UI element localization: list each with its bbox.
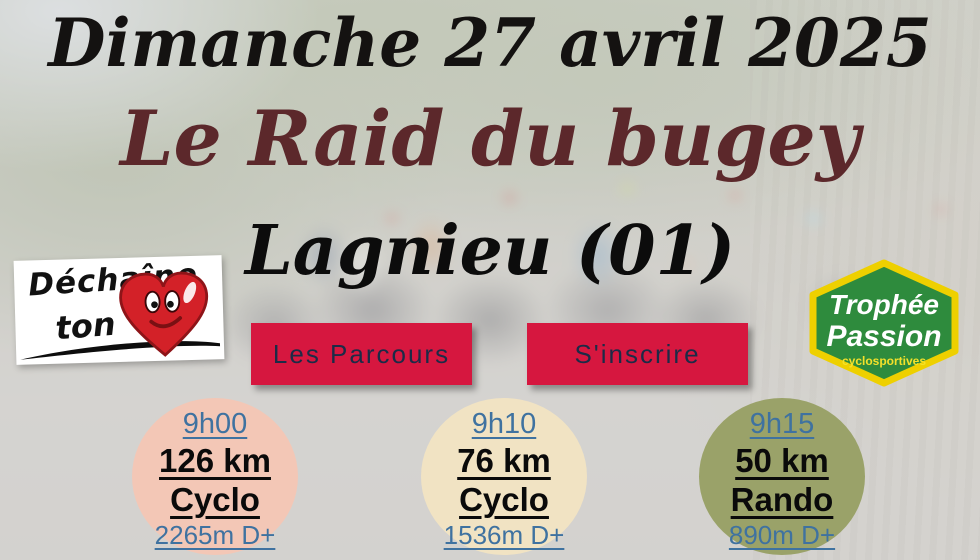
course-start-time-link[interactable]: 9h00 — [182, 408, 248, 440]
heart-icon — [119, 271, 209, 357]
trophee-text: Trophée — [829, 289, 939, 320]
cyclosportives-text: cyclosportives — [842, 354, 926, 368]
course-type: Cyclo — [459, 481, 549, 518]
course-start-time-link[interactable]: 9h15 — [749, 408, 815, 440]
course-type: Cyclo — [170, 481, 260, 518]
course-elevation-link[interactable]: 2265m D+ — [154, 520, 276, 550]
event-location-heading: Lagnieu (01) — [244, 211, 736, 291]
course-distance: 50 km — [735, 442, 829, 479]
course-start-time-link[interactable]: 9h10 — [471, 408, 537, 440]
course-elevation-link[interactable]: 1536m D+ — [443, 520, 565, 550]
event-date-heading: Dimanche 27 avril 2025 — [48, 4, 932, 82]
passion-text: Passion — [826, 320, 941, 353]
course-type: Rando — [730, 481, 834, 518]
course-card-50km: 9h15 50 km Rando 890m D+ — [699, 398, 865, 555]
course-card-126km: 9h00 126 km Cyclo 2265m D+ — [132, 398, 298, 555]
sponsor-logo-dechaine-ton-coeur[interactable]: Déchaîne ton — [13, 255, 225, 365]
course-distance: 76 km — [457, 442, 551, 479]
course-distance: 126 km — [159, 442, 271, 479]
trophee-passion-hexagon-badge: Trophée Passion cyclosportives — [809, 259, 959, 387]
course-elevation-link[interactable]: 890m D+ — [728, 520, 836, 550]
les-parcours-button[interactable]: Les Parcours — [251, 323, 472, 385]
course-card-76km: 9h10 76 km Cyclo 1536m D+ — [421, 398, 587, 555]
event-title-heading: Le Raid du bugey — [120, 94, 860, 183]
sponsor-logo-trophee-passion[interactable]: Trophée Passion cyclosportives — [808, 258, 960, 388]
sinscrire-button[interactable]: S'inscrire — [527, 323, 748, 385]
